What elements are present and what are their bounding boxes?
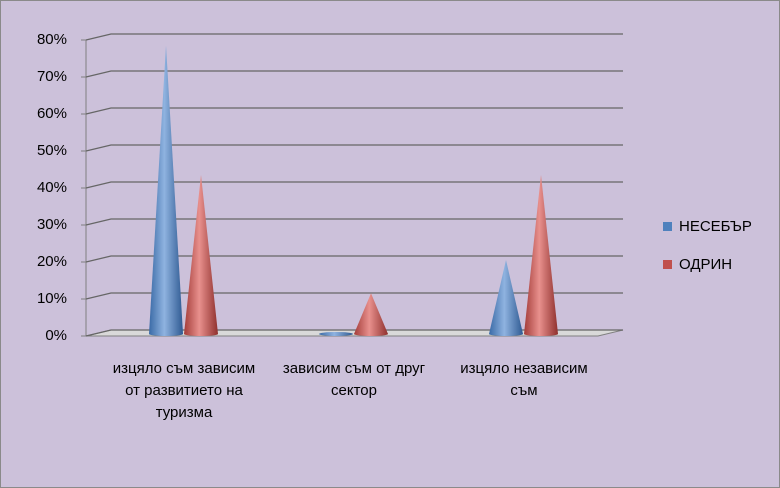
y-tick-label: 0% — [45, 327, 67, 344]
cone — [354, 293, 388, 336]
y-tick-label: 70% — [37, 68, 67, 85]
cone — [489, 260, 523, 336]
cone — [524, 174, 558, 336]
y-tick-label: 60% — [37, 105, 67, 122]
x-tick-label: изцяло съм зависим от развитието на тури… — [112, 360, 256, 421]
x-tick-label: зависим съм от друг сектор — [282, 360, 426, 399]
y-tick-label: 40% — [37, 179, 67, 196]
cone-part — [354, 293, 388, 334]
legend-swatch — [663, 260, 672, 269]
grid-line — [85, 144, 623, 152]
grid-line — [85, 33, 623, 41]
legend-label: НЕСЕБЪР — [679, 218, 752, 235]
cone — [184, 174, 218, 336]
cone-part — [149, 45, 183, 335]
grid-line — [85, 218, 623, 226]
grid-line — [85, 329, 623, 337]
cone — [149, 45, 183, 336]
cone — [319, 332, 353, 336]
legend-swatch — [663, 222, 672, 231]
grid-line — [85, 70, 623, 78]
grid-line — [85, 255, 623, 263]
cone-part — [319, 332, 353, 336]
x-tick-label: изцяло независим съм — [460, 360, 588, 399]
y-tick-label: 30% — [37, 216, 67, 233]
y-tick-label: 10% — [37, 290, 67, 307]
y-tick-label: 80% — [37, 31, 67, 48]
legend-label: ОДРИН — [679, 256, 732, 273]
grid-line — [85, 107, 623, 115]
cone-part — [524, 174, 558, 334]
cone-part — [184, 174, 218, 334]
grid-line — [85, 292, 623, 300]
grid-line — [85, 181, 623, 189]
cone-part — [489, 260, 523, 334]
y-tick-label: 50% — [37, 142, 67, 159]
y-tick-label: 20% — [37, 253, 67, 270]
